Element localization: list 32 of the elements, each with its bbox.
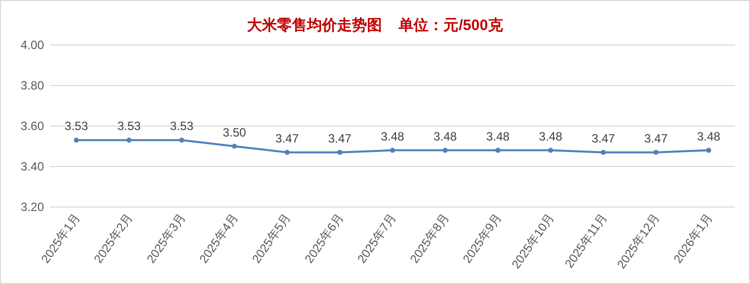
data-label: 3.48 bbox=[538, 129, 563, 144]
point bbox=[74, 138, 79, 143]
point bbox=[232, 144, 237, 149]
y-tick-label: 3.80 bbox=[20, 78, 44, 92]
chart-title: 大米零售均价走势图 单位：元/500克 bbox=[247, 17, 504, 34]
point bbox=[600, 150, 606, 155]
point bbox=[337, 150, 342, 155]
point bbox=[284, 150, 290, 155]
data-label: 3.47 bbox=[644, 131, 668, 146]
data-label: 3.53 bbox=[117, 119, 142, 134]
point bbox=[495, 148, 500, 153]
data-label: 3.48 bbox=[486, 129, 510, 144]
point bbox=[126, 138, 132, 143]
data-label: 3.47 bbox=[592, 131, 616, 146]
y-tick-label: 3.20 bbox=[20, 200, 44, 214]
point bbox=[653, 150, 658, 155]
y-tick-label: 4.00 bbox=[20, 38, 44, 52]
data-label: 3.50 bbox=[222, 125, 246, 140]
y-tick-label: 3.40 bbox=[20, 160, 44, 174]
data-label: 3.47 bbox=[328, 131, 352, 146]
data-label: 3.53 bbox=[170, 119, 194, 134]
point bbox=[179, 138, 184, 143]
point bbox=[706, 148, 712, 153]
data-label: 3.47 bbox=[275, 131, 300, 146]
data-label: 3.48 bbox=[380, 129, 404, 144]
point bbox=[548, 148, 554, 153]
data-label: 3.48 bbox=[434, 129, 458, 144]
data-label: 3.48 bbox=[696, 129, 721, 144]
y-tick-label: 3.60 bbox=[20, 119, 44, 133]
point bbox=[442, 148, 448, 153]
point bbox=[390, 148, 395, 153]
data-label: 3.53 bbox=[64, 119, 88, 134]
